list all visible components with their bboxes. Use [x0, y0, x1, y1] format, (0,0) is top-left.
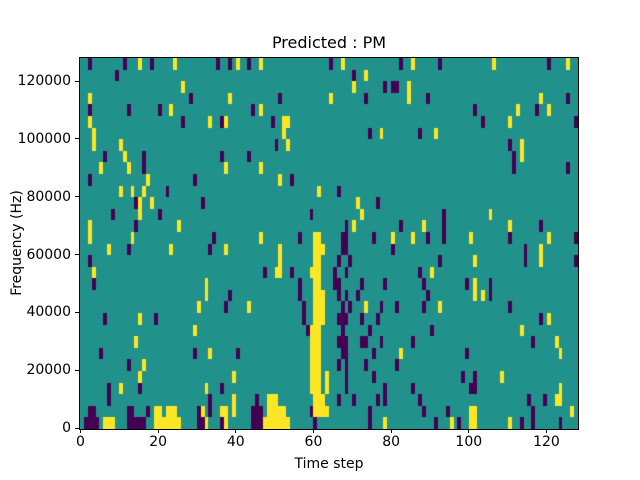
x-tick-label: 120	[533, 434, 560, 450]
y-tick-label: 20000	[26, 362, 71, 379]
heatmap-canvas	[80, 58, 578, 429]
y-axis-label: Frequency (Hz)	[9, 190, 25, 296]
x-tick-label: 80	[382, 434, 401, 450]
x-tick-mark	[235, 429, 237, 433]
x-tick-label: 0	[76, 434, 85, 450]
x-tick-mark	[468, 429, 470, 433]
y-tick-mark	[75, 138, 79, 140]
y-tick-mark	[75, 80, 79, 82]
y-tick-mark	[75, 369, 79, 371]
y-tick-label: 80000	[26, 188, 71, 205]
y-tick-mark	[75, 311, 79, 313]
x-tick-mark	[312, 429, 314, 433]
x-tick-label: 40	[226, 434, 245, 450]
y-tick-label: 0	[62, 420, 71, 436]
y-tick-mark	[75, 427, 79, 429]
x-tick-label: 60	[304, 434, 323, 450]
y-tick-label: 100000	[17, 130, 71, 147]
y-tick-label: 120000	[17, 73, 71, 90]
plot-area	[79, 57, 579, 430]
x-tick-label: 100	[455, 434, 483, 450]
y-tick-label: 40000	[26, 304, 71, 321]
x-tick-mark	[545, 429, 547, 433]
x-axis-label: Time step	[294, 456, 364, 472]
x-tick-label: 20	[149, 434, 168, 450]
y-tick-mark	[75, 254, 79, 256]
x-tick-mark	[80, 429, 81, 433]
y-tick-mark	[75, 196, 79, 198]
x-tick-mark	[157, 429, 159, 433]
x-tick-mark	[390, 429, 392, 433]
y-tick-label: 60000	[26, 246, 71, 263]
plot-title: Predicted : PM	[271, 33, 387, 52]
